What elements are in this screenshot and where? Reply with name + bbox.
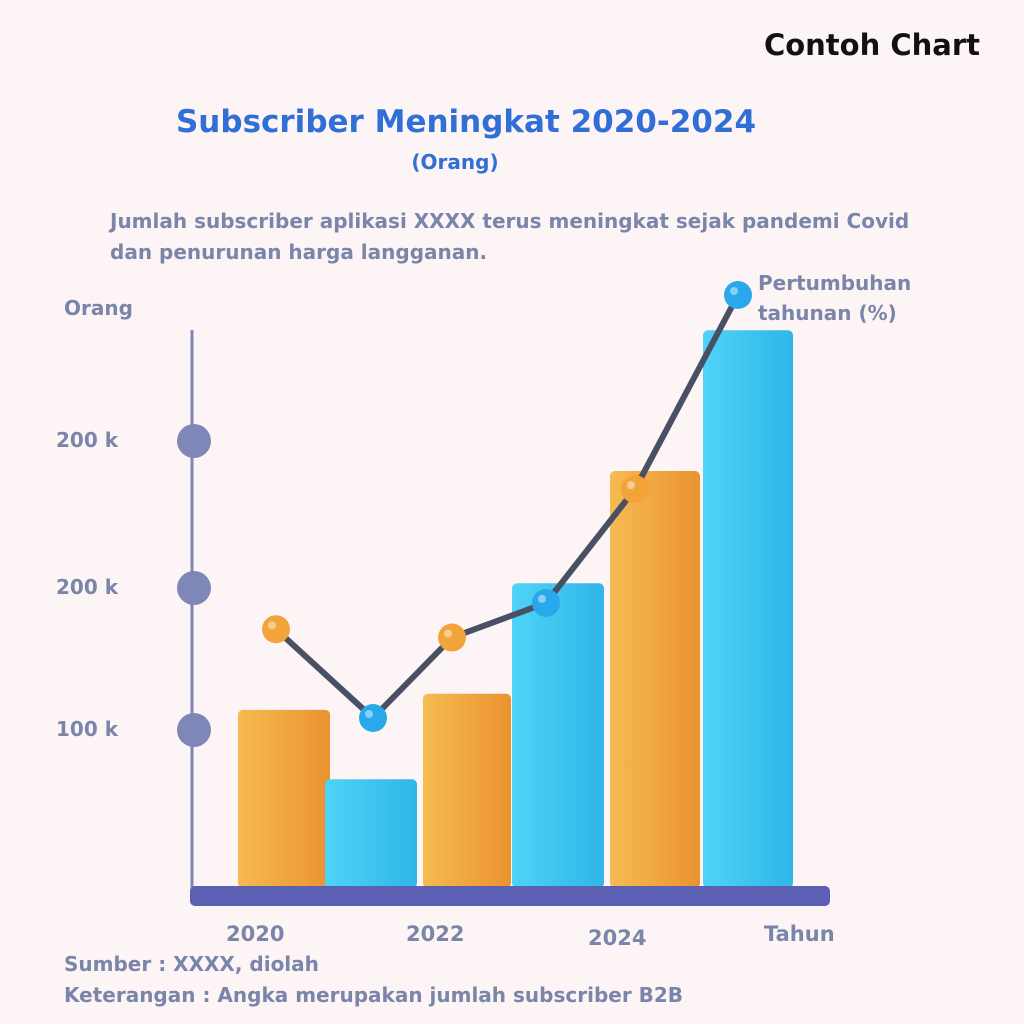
- chart-title: Subscriber Meningkat 2020-2024: [175, 104, 757, 140]
- source-note: Sumber : XXXX, diolah: [64, 952, 319, 976]
- x-tick-label: 2024: [588, 926, 647, 950]
- x-tick-label: 2022: [406, 922, 465, 946]
- growth-point: [359, 704, 387, 732]
- chart-unit: (Orang): [411, 150, 499, 174]
- bar: [610, 471, 700, 888]
- footnote: Keterangan : Angka merupakan jumlah subs…: [64, 983, 684, 1007]
- brand-label: Contoh Chart: [763, 28, 980, 62]
- y-tick-marker: [177, 424, 211, 458]
- y-axis-label: Orang: [64, 296, 133, 320]
- x-axis-base: [190, 886, 830, 906]
- chart-description: Jumlah subscriber aplikasi XXXX terus me…: [110, 209, 910, 264]
- y-tick-label: 200 k: [56, 428, 119, 452]
- y-tick-marker: [177, 713, 211, 747]
- y-tick-label: 100 k: [56, 717, 119, 741]
- growth-point: [438, 623, 466, 652]
- x-axis-label: Tahun: [764, 922, 835, 946]
- bar: [238, 709, 330, 888]
- line-series-legend: Pertumbuhan tahunan (%): [758, 271, 912, 325]
- growth-line: [273, 292, 741, 721]
- bar: [512, 583, 604, 888]
- x-tick-label: 2020: [226, 922, 285, 946]
- bar: [325, 779, 417, 888]
- y-tick-label: 200 k: [56, 575, 119, 599]
- growth-point: [532, 588, 560, 617]
- growth-point-highlight: [268, 621, 276, 630]
- growth-point-highlight: [730, 287, 738, 295]
- growth-point: [621, 475, 649, 504]
- growth-point-highlight: [365, 710, 373, 718]
- growth-point-highlight: [627, 481, 635, 490]
- growth-point-highlight: [538, 594, 546, 603]
- growth-point: [724, 281, 752, 309]
- growth-point-highlight: [444, 629, 452, 638]
- y-tick-marker: [177, 571, 211, 605]
- growth-point: [262, 615, 290, 644]
- bar: [703, 330, 793, 889]
- bar: [423, 693, 511, 888]
